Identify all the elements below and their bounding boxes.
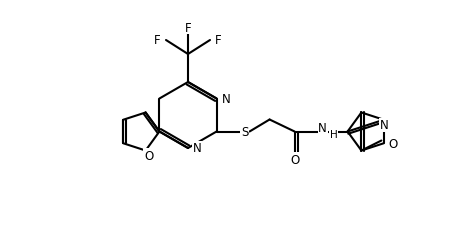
- Text: O: O: [144, 149, 153, 162]
- Text: O: O: [388, 137, 397, 150]
- Text: N: N: [193, 142, 201, 155]
- Text: O: O: [289, 153, 299, 166]
- Text: S: S: [240, 126, 248, 138]
- Text: N: N: [378, 119, 387, 132]
- Text: N: N: [318, 122, 326, 134]
- Text: N: N: [221, 93, 230, 106]
- Text: F: F: [184, 21, 191, 34]
- Text: H: H: [329, 129, 336, 139]
- Text: F: F: [154, 34, 161, 47]
- Text: F: F: [215, 34, 221, 47]
